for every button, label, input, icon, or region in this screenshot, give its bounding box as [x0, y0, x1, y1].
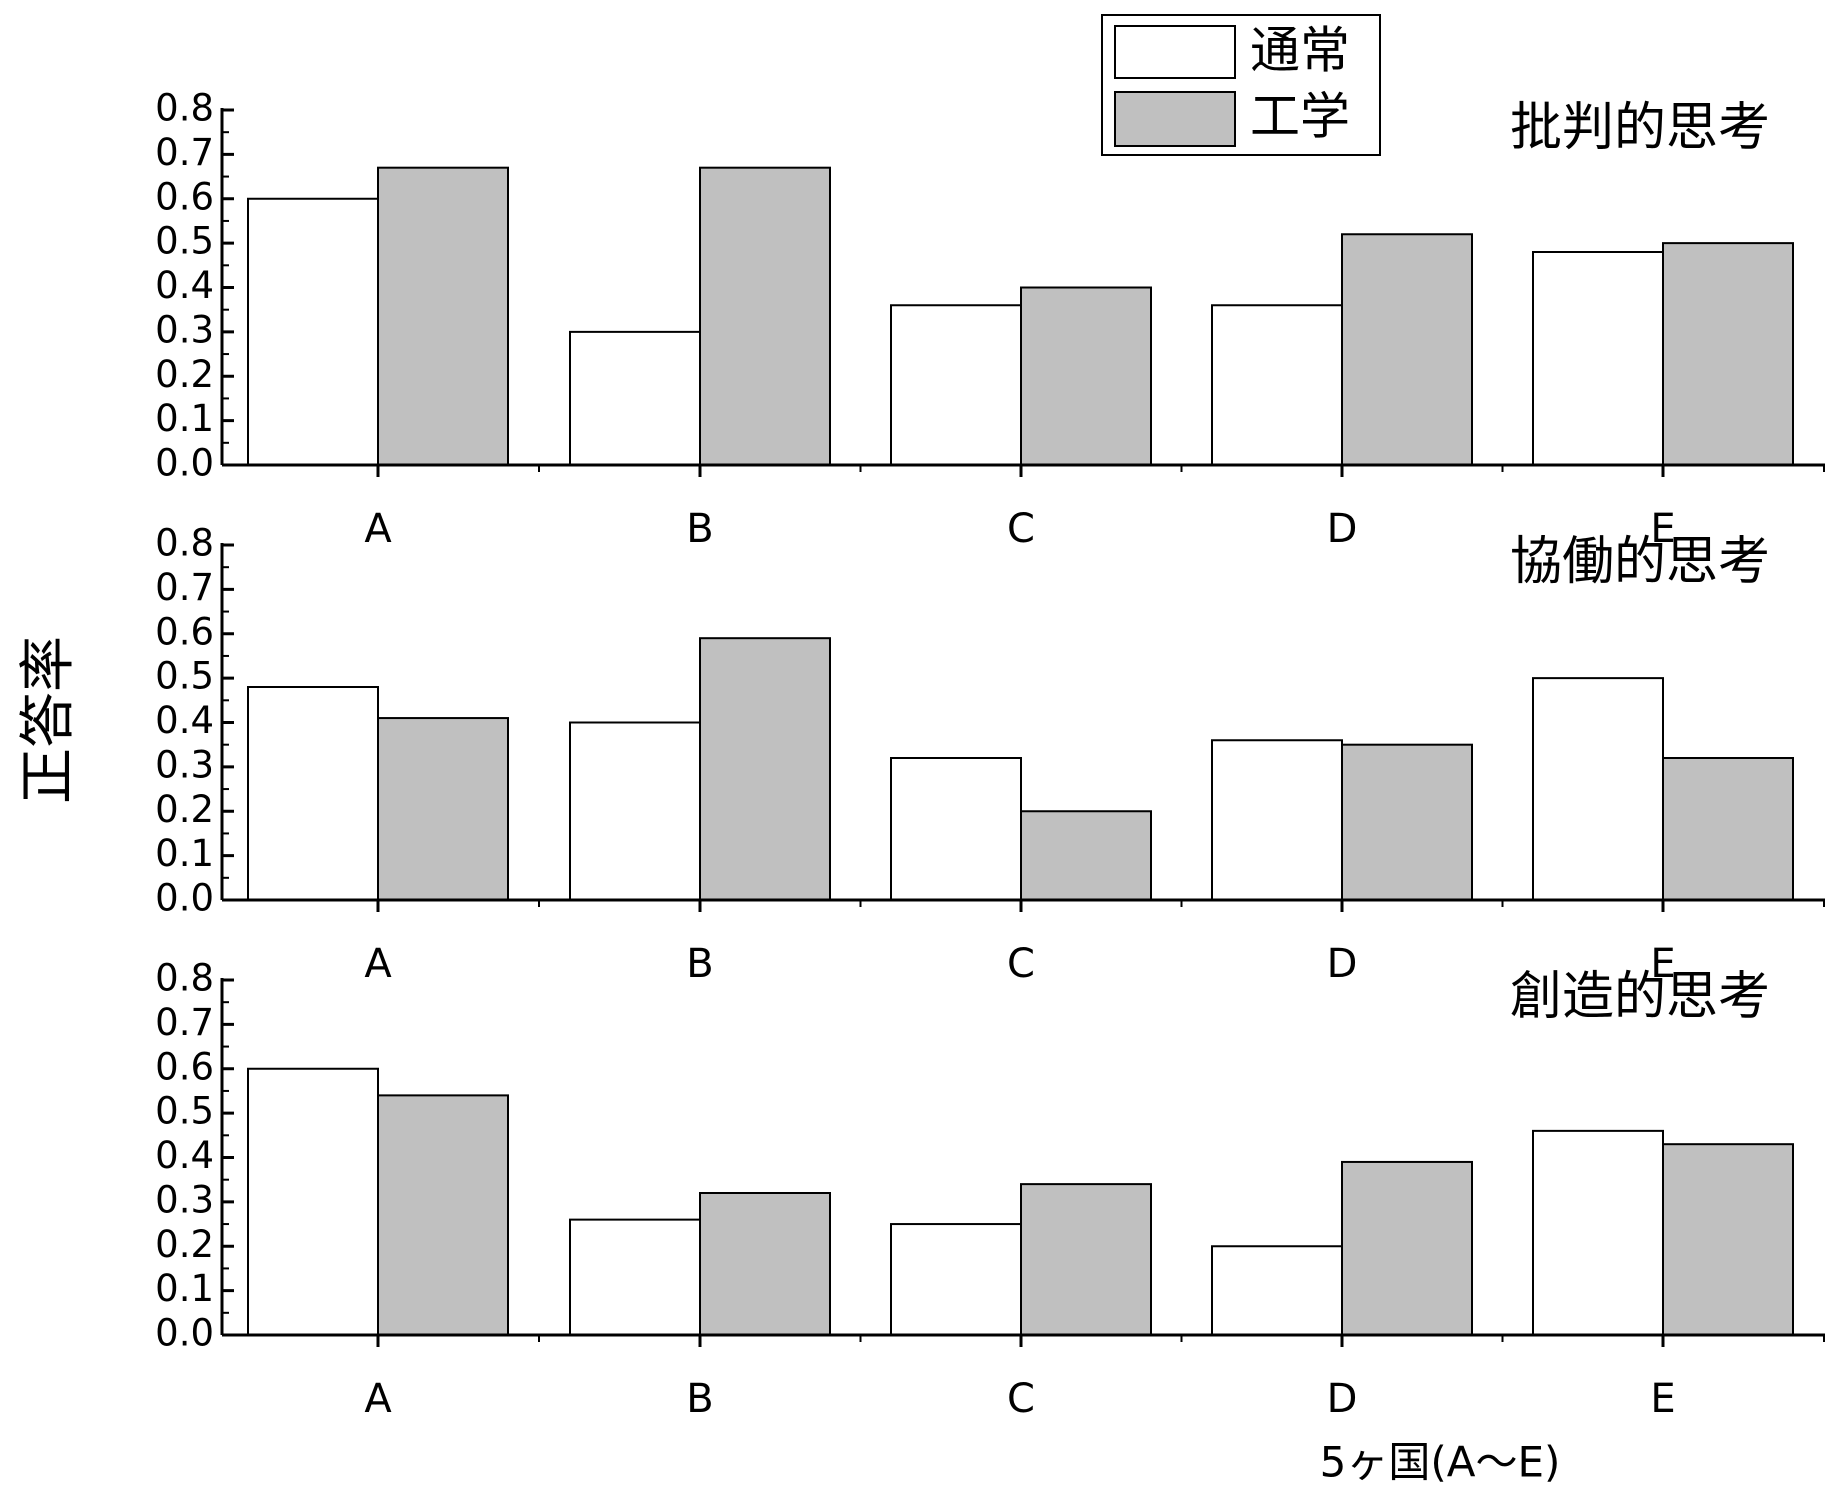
bar-normal [247, 1067, 379, 1336]
x-tick-label: B [686, 506, 713, 552]
y-tick-label: 0.3 [155, 743, 214, 786]
y-tick-label: 0.5 [155, 220, 214, 263]
bar-engineering [1662, 757, 1794, 901]
bar-normal [569, 330, 701, 466]
y-tick-label: 0.1 [155, 397, 214, 440]
bar-normal [1532, 1129, 1664, 1336]
x-tick-label: D [1327, 1376, 1358, 1422]
bar-normal [247, 197, 379, 466]
y-tick-label: 0.5 [155, 655, 214, 698]
y-tick-label: 0.3 [155, 308, 214, 351]
y-tick-label: 0.3 [155, 1178, 214, 1221]
legend-swatch-normal [1114, 25, 1236, 79]
legend: 通常 工学 [1101, 14, 1381, 156]
bar-engineering [699, 166, 831, 466]
bar-normal [1211, 739, 1343, 901]
x-tick-label: A [364, 1376, 392, 1422]
bar-normal [890, 757, 1022, 901]
chart-panel: 0.00.10.20.30.40.50.60.70.8 A B C D E 批判的思考 [155, 87, 1825, 552]
y-tick-label: 0.4 [155, 264, 214, 307]
chart-panel: 0.00.10.20.30.40.50.60.70.8 A B C D E 協働的思考 [155, 522, 1825, 987]
x-tick-label: A [364, 941, 392, 987]
x-tick-label: D [1327, 941, 1358, 987]
y-tick-label: 0.6 [155, 175, 214, 218]
bar-engineering [699, 1192, 831, 1336]
bar-engineering [1662, 242, 1794, 466]
x-tick-label: B [686, 1376, 713, 1422]
y-tick-label: 0.5 [155, 1090, 214, 1133]
bar-engineering [377, 166, 509, 466]
bar-normal [1211, 304, 1343, 466]
bar-normal [569, 721, 701, 901]
bar-engineering [699, 637, 831, 901]
panel-title: 協働的思考 [1510, 532, 1770, 592]
panel-title: 創造的思考 [1510, 967, 1770, 1027]
chart-panels: 0.00.10.20.30.40.50.60.70.8A B C D E批判的思考0.0… [155, 87, 1825, 1422]
y-tick-label: 0.8 [155, 87, 214, 130]
y-tick-label: 0.8 [155, 522, 214, 565]
x-tick-label: C [1007, 1376, 1035, 1422]
x-tick-label: B [686, 941, 713, 987]
bar-normal [890, 1223, 1022, 1336]
bar-normal [890, 304, 1022, 466]
x-tick-label: E [1650, 1376, 1675, 1422]
bar-engineering [1020, 1183, 1152, 1336]
bar-normal [247, 686, 379, 901]
y-tick-label: 0.7 [155, 1001, 214, 1044]
y-axis-title: 正答率 [16, 636, 81, 804]
bar-engineering [1341, 233, 1473, 466]
legend-label-engineering: 工学 [1250, 88, 1350, 146]
y-tick-label: 0.0 [155, 442, 214, 485]
bar-normal [569, 1218, 701, 1336]
bar-engineering [1341, 1160, 1473, 1336]
y-tick-label: 0.2 [155, 788, 214, 831]
x-tick-label: C [1007, 941, 1035, 987]
bar-normal [1211, 1245, 1343, 1336]
legend-label-normal: 通常 [1250, 22, 1350, 80]
x-tick-label: D [1327, 506, 1358, 552]
y-tick-label: 0.2 [155, 353, 214, 396]
panel-title: 批判的思考 [1510, 98, 1770, 158]
y-tick-label: 0.0 [155, 1312, 214, 1355]
x-axis-title: 5ヶ国(A～E) [1320, 1438, 1561, 1487]
x-tick-label: E [1650, 941, 1675, 987]
bar-engineering [1662, 1143, 1794, 1336]
bar-normal [1532, 251, 1664, 466]
y-tick-label: 0.1 [155, 1267, 214, 1310]
y-tick-label: 0.0 [155, 877, 214, 920]
y-tick-label: 0.4 [155, 1134, 214, 1177]
bar-engineering [1341, 743, 1473, 901]
bar-engineering [377, 717, 509, 901]
legend-swatch-engineering [1114, 91, 1236, 147]
y-tick-label: 0.6 [155, 610, 214, 653]
y-tick-label: 0.1 [155, 832, 214, 875]
x-tick-label: A [364, 506, 392, 552]
y-tick-label: 0.2 [155, 1223, 214, 1266]
y-tick-label: 0.7 [155, 131, 214, 174]
x-tick-label: C [1007, 506, 1035, 552]
y-tick-label: 0.6 [155, 1045, 214, 1088]
chart-panel: 0.00.10.20.30.40.50.60.70.8 A B C D E 創造的思考 [155, 957, 1825, 1422]
bar-engineering [1020, 810, 1152, 901]
y-tick-label: 0.8 [155, 957, 214, 1000]
x-tick-label: E [1650, 506, 1675, 552]
bar-normal [1532, 677, 1664, 901]
bar-engineering [1020, 286, 1152, 466]
y-tick-label: 0.4 [155, 699, 214, 742]
y-tick-label: 0.7 [155, 566, 214, 609]
bar-engineering [377, 1094, 509, 1336]
